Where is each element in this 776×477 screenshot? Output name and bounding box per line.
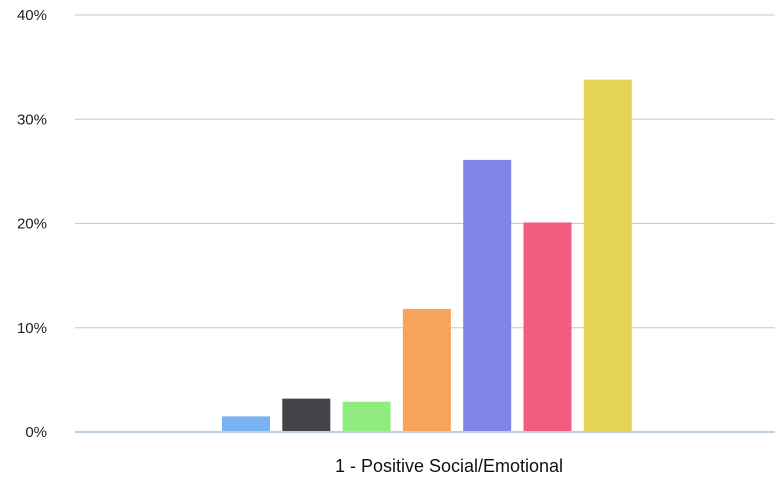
- y-tick-label: 10%: [17, 320, 47, 337]
- y-tick-label: 30%: [17, 111, 47, 128]
- bars: [222, 79, 632, 431]
- bar-3[interactable]: [342, 401, 391, 431]
- bar-5[interactable]: [463, 159, 512, 431]
- bar-4[interactable]: [402, 308, 451, 431]
- y-axis-tick-labels: 0% 10% 20% 30% 40%: [17, 7, 47, 441]
- bar-1[interactable]: [222, 416, 270, 431]
- y-tick-label: 20%: [17, 216, 47, 233]
- x-axis-category-label: 1 - Positive Social/Emotional: [335, 456, 563, 476]
- bar-2[interactable]: [282, 398, 331, 431]
- bar-6[interactable]: [523, 222, 572, 431]
- y-tick-label: 40%: [17, 7, 47, 24]
- y-tick-label: 0%: [25, 424, 47, 441]
- bar-7[interactable]: [583, 79, 632, 431]
- gridlines: [75, 14, 775, 433]
